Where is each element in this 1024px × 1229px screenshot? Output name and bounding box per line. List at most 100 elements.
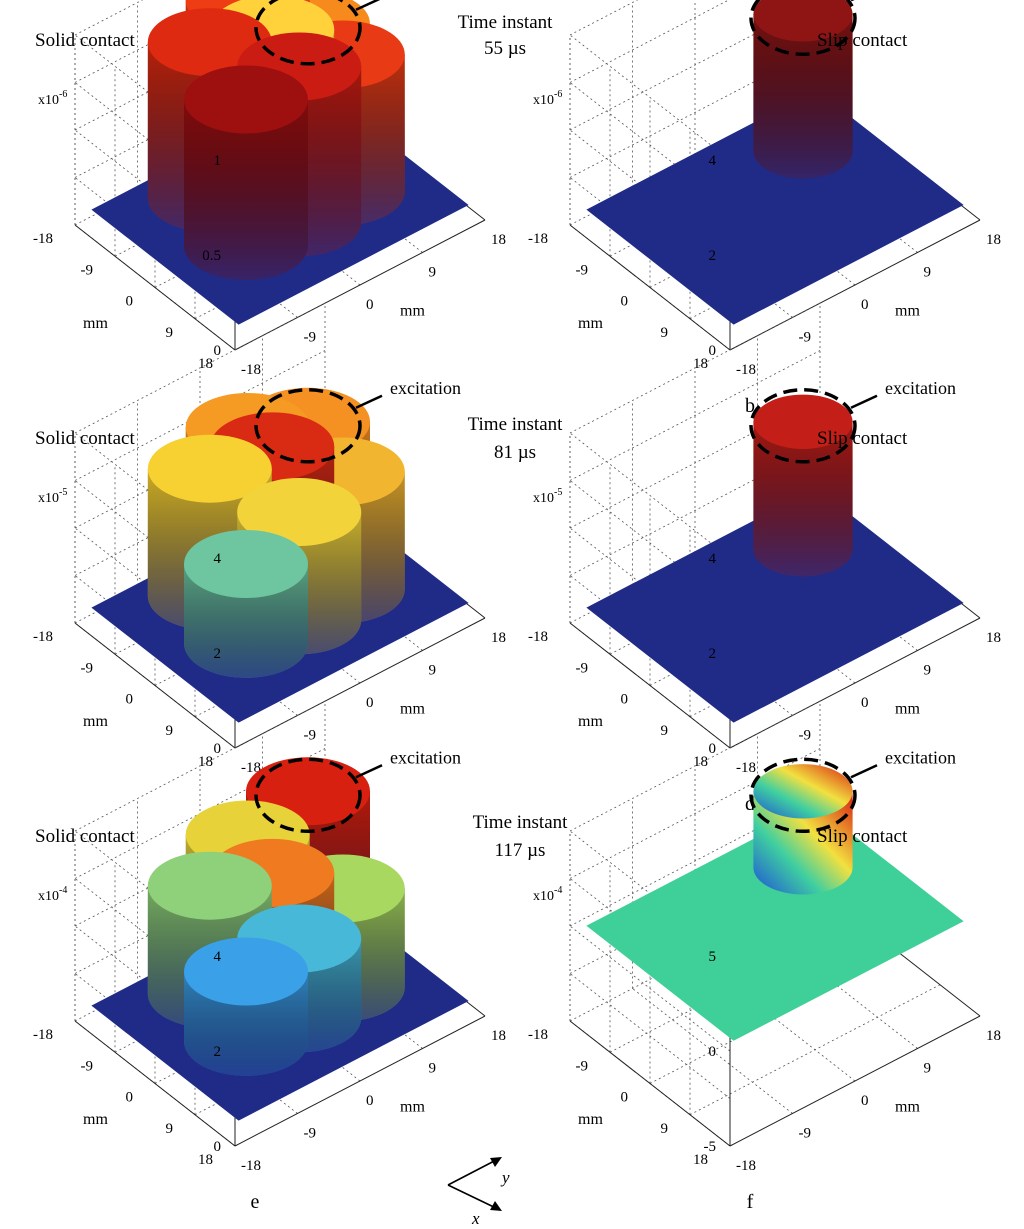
panel-c: excitation Solid contact x10-5 0 2 4 -18 -9 0 9 18…	[33, 302, 506, 815]
disc-top	[184, 937, 308, 1006]
y-tick-label: -18	[528, 1027, 548, 1043]
disc-top	[237, 478, 362, 546]
y-tick-label: -9	[81, 262, 94, 278]
x-tick-label: -18	[736, 760, 756, 776]
disc-top	[753, 764, 853, 819]
time-value-row3: 117 µs	[495, 840, 546, 861]
y-tick-label: -18	[528, 231, 548, 247]
axis-edge	[729, 219, 981, 351]
excitation-ellipse	[749, 0, 857, 57]
x-tick-label: 0	[861, 297, 869, 313]
axis-edge	[234, 617, 486, 749]
panel-content: excitation Solid contact x10-4 0 2 4 -18 -9 0 9 18…	[33, 700, 506, 1213]
x-tick-label: -9	[799, 728, 812, 744]
disc-side-shade	[753, 421, 853, 577]
x-tick-label: -9	[799, 1126, 812, 1142]
grid-line	[569, 700, 821, 832]
axis-edge	[569, 1020, 731, 1147]
y-tick-label: -9	[81, 1058, 94, 1074]
grid-line	[74, 302, 326, 434]
x-tick-label: -18	[241, 760, 261, 776]
panel-content: excitation Slip contact x10-5 0 2 4 -18 -9 0 9 18 -…	[528, 302, 1001, 815]
base-plane	[586, 90, 964, 325]
axis-edge	[74, 224, 236, 351]
time-value-row2: 81 µs	[494, 442, 536, 463]
z-scale-exponent: -6	[59, 89, 67, 100]
y-tick-label: -9	[576, 262, 589, 278]
disc-back-right	[753, 764, 853, 895]
grid-line	[569, 0, 821, 131]
z-tick-label: 2	[214, 1044, 222, 1060]
z-tick-label: 4	[709, 153, 717, 169]
axis-edge	[569, 224, 731, 351]
x-tick-label: 18	[986, 630, 1001, 646]
x-axis-label: mm	[895, 302, 920, 319]
grid-line	[569, 0, 639, 36]
time-label-row3: Time instant	[473, 812, 569, 833]
z-scale-exponent: -4	[59, 885, 67, 896]
grid-line	[74, 700, 326, 832]
x-tick-label: 18	[491, 232, 506, 248]
z-tick-label: 0	[214, 1139, 222, 1155]
x-tick-label: 0	[861, 1093, 869, 1109]
excitation-leader	[355, 0, 381, 11]
y-axis-label: mm	[83, 713, 108, 730]
panel-content: excitation Solid contact x10-6 0 0.5 1 -18 -9 0 9…	[33, 0, 506, 417]
y-tick-label: 18	[693, 1152, 708, 1168]
x-tick-label: 9	[429, 663, 437, 679]
z-tick-label: 4	[214, 949, 222, 965]
excitation-ellipse	[254, 757, 362, 834]
z-scale-label: x10-6	[533, 89, 562, 108]
axes-orientation-legend: y x	[447, 1157, 510, 1228]
y-tick-label: 0	[126, 294, 134, 310]
excitation-leader	[355, 764, 383, 779]
z-tick-label: -5	[704, 1139, 717, 1155]
panel-title: Slip contact	[817, 428, 908, 449]
panel-letter: f	[747, 1191, 754, 1213]
x-tick-label: -18	[241, 1158, 261, 1174]
x-tick-label: 9	[429, 1061, 437, 1077]
y-tick-label: 0	[126, 692, 134, 708]
disc-side-shade	[184, 99, 308, 280]
y-axis-label: mm	[578, 1111, 603, 1128]
x-tick-label: -9	[304, 728, 317, 744]
y-tick-label: -18	[33, 231, 53, 247]
excitation-label: excitation	[390, 747, 461, 767]
time-label-row2: Time instant	[468, 414, 564, 435]
y-arrow-line	[447, 1157, 501, 1186]
x-tick-label: 9	[429, 265, 437, 281]
panel-content: excitation Slip contact x10-6 0 2 4 -18 -9 0 9 18 -…	[528, 0, 1001, 417]
z-tick-label: 0	[214, 343, 222, 359]
excitation-ellipse	[254, 388, 362, 464]
y-tick-label: 9	[661, 723, 669, 739]
y-tick-label: 18	[693, 356, 708, 372]
x-axis-label: mm	[895, 1098, 920, 1115]
panel-e: excitation Solid contact x10-4 0 2 4 -18 -9 0 9 18…	[33, 700, 506, 1213]
excitation-label: excitation	[390, 378, 461, 398]
z-scale-exponent: -4	[554, 885, 562, 896]
x-axis-label: mm	[895, 700, 920, 717]
y-tick-label: -18	[33, 629, 53, 645]
base-plane	[586, 488, 964, 723]
panel-title: Solid contact	[35, 428, 135, 449]
y-tick-label: 9	[166, 325, 174, 341]
disc-back-right	[753, 394, 853, 577]
time-label-row1: Time instant	[458, 12, 554, 33]
z-scale-exponent: -5	[59, 487, 67, 498]
x-tick-label: -18	[736, 1158, 756, 1174]
y-arrow-head	[490, 1157, 502, 1167]
axis-edge	[234, 219, 486, 351]
time-value-row1: 55 µs	[484, 38, 526, 59]
x-arrow-line	[447, 1184, 501, 1211]
y-tick-label: 18	[693, 754, 708, 770]
z-tick-label: 0	[709, 343, 717, 359]
axis-edge	[569, 622, 731, 749]
disc-front-left	[184, 65, 308, 280]
y-tick-label: 18	[198, 754, 213, 770]
disc-top	[147, 434, 272, 503]
disc-back-right	[753, 0, 853, 179]
x-axis-label: mm	[400, 1098, 425, 1115]
x-tick-label: 0	[366, 1093, 374, 1109]
excitation-leader	[850, 764, 878, 779]
grid-line	[569, 748, 821, 879]
